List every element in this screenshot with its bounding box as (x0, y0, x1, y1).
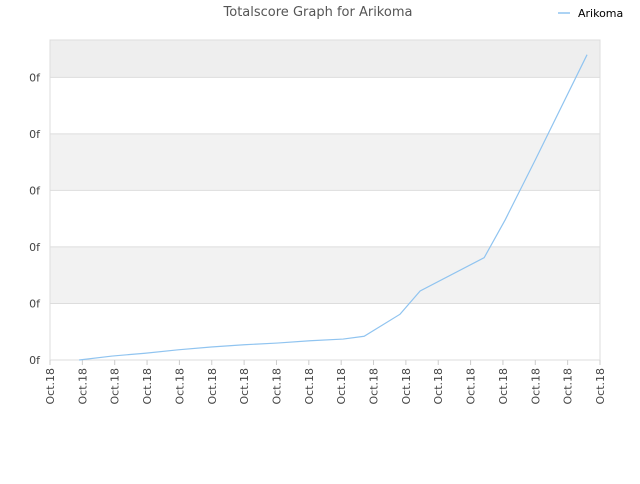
legend-label: Arikoma (578, 7, 623, 20)
band (50, 40, 600, 78)
y-tick-label: 0f (29, 184, 41, 197)
x-tick-label: Oct.18 (109, 368, 122, 405)
x-tick-label: Oct.18 (432, 368, 445, 405)
x-tick-label: Oct.18 (594, 368, 607, 405)
y-tick-label: 0f (29, 71, 41, 84)
x-tick-label: Oct.18 (400, 368, 413, 405)
x-tick-label: Oct.18 (562, 368, 575, 405)
line (79, 54, 588, 361)
x-tick-label: Oct.18 (206, 368, 219, 405)
band (50, 190, 600, 247)
y-tick-label: 0f (29, 354, 41, 367)
y-tick-label: 0f (29, 241, 41, 254)
band (50, 77, 600, 134)
band (50, 303, 600, 360)
x-tick-label: Oct.18 (270, 368, 283, 405)
x-tick-label: Oct.18 (497, 368, 510, 405)
band (50, 246, 600, 304)
x-tick-label: Oct.18 (368, 368, 381, 405)
y-tick-label: 0f (29, 128, 41, 141)
x-tick-label: Oct.18 (335, 368, 348, 405)
x-tick-label: Oct.18 (303, 368, 316, 405)
x-tick-label: Oct.18 (76, 368, 89, 405)
chart-title: Totalscore Graph for Arikoma (223, 5, 413, 20)
y-tick-label: 0f (29, 297, 41, 310)
x-tick-label: Oct.18 (238, 368, 251, 405)
x-tick-label: Oct.18 (141, 368, 154, 405)
x-tick-label: Oct.18 (173, 368, 186, 405)
x-tick-label: Oct.18 (465, 368, 478, 405)
band (50, 133, 600, 191)
x-tick-label: Oct.18 (529, 368, 542, 405)
x-tick-label: Oct.18 (44, 368, 57, 405)
